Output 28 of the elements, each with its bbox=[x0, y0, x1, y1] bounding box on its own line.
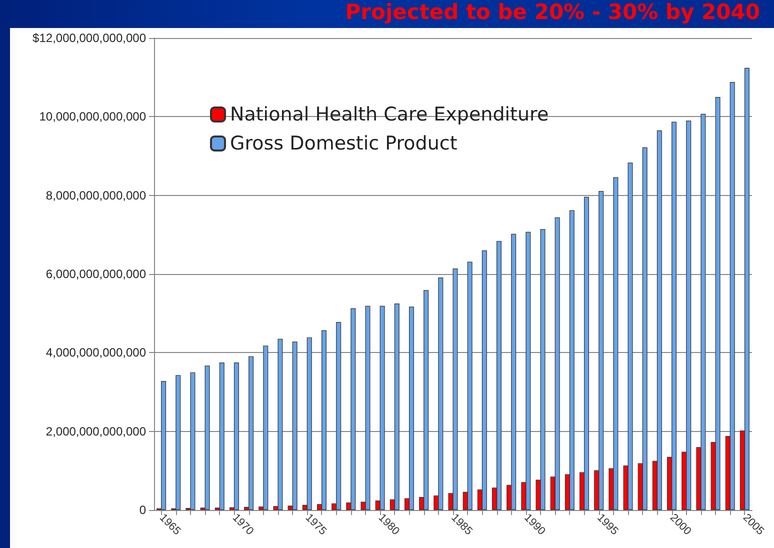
bar bbox=[467, 262, 472, 510]
bar bbox=[321, 330, 326, 510]
legend-label: Gross Domestic Product bbox=[230, 132, 458, 154]
bar bbox=[715, 97, 720, 510]
bar bbox=[744, 68, 750, 510]
bar bbox=[292, 342, 298, 510]
bar bbox=[554, 217, 560, 510]
bar bbox=[204, 366, 210, 510]
bar bbox=[234, 362, 239, 510]
bar bbox=[219, 362, 224, 510]
bar bbox=[730, 82, 735, 510]
bar bbox=[569, 210, 574, 510]
y-tick-label: 10,000,000,000,000 bbox=[39, 110, 146, 124]
bar bbox=[642, 147, 648, 510]
y-tick-label: $12,000,000,000,000 bbox=[32, 31, 146, 45]
y-tick-label: 6,000,000,000,000 bbox=[46, 267, 146, 281]
bar bbox=[408, 306, 414, 510]
chart-title: Projected to be 20% - 30% by 2040 bbox=[344, 0, 761, 26]
bar bbox=[656, 130, 662, 510]
bar bbox=[394, 304, 400, 510]
bar bbox=[380, 306, 385, 510]
y-tick-label: 2,000,000,000,000 bbox=[46, 424, 146, 438]
y-tick-label: 0 bbox=[139, 503, 146, 517]
y-tick-label: 4,000,000,000,000 bbox=[46, 346, 146, 360]
legend-label: National Health Care Expenditure bbox=[230, 104, 549, 126]
y-tick-label: 8,000,000,000,000 bbox=[46, 188, 146, 202]
bar bbox=[482, 250, 487, 510]
bar bbox=[306, 337, 312, 510]
